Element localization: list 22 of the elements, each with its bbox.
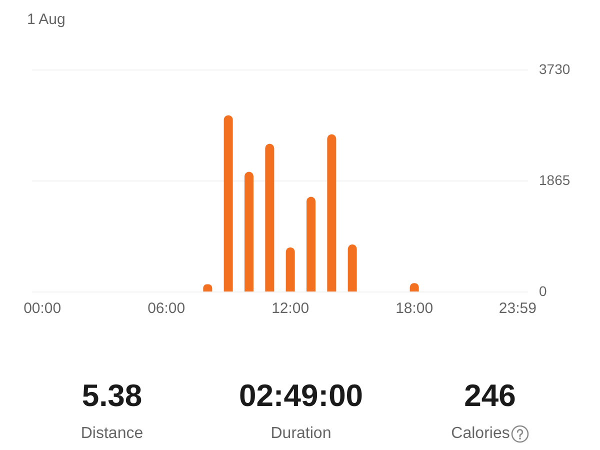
category-label: Duration [270, 424, 332, 444]
y-tick-label: 1865 [539, 172, 570, 188]
text: 02:49:00 [238, 378, 364, 413]
x-tick-label: 23:59 [498, 300, 536, 318]
bar [286, 247, 295, 292]
bar [244, 172, 254, 292]
bar [327, 134, 336, 292]
bar [265, 144, 274, 292]
category-label: Distance [80, 424, 144, 444]
bar [348, 244, 357, 292]
chart-title: 1 Aug [27, 11, 66, 28]
text: 5.38 [82, 378, 142, 413]
bar [306, 196, 316, 292]
bar [224, 115, 233, 292]
y-tick-label: 0 [539, 282, 547, 299]
y-tick-label: 3730 [539, 60, 570, 77]
text: 246 [464, 378, 516, 413]
x-tick-label: 12:00 [272, 300, 310, 318]
category-label: Calories [451, 424, 510, 444]
x-tick-label: 18:00 [396, 300, 434, 318]
x-tick-label: 00:00 [24, 300, 62, 318]
x-tick-label: 06:00 [148, 300, 186, 318]
